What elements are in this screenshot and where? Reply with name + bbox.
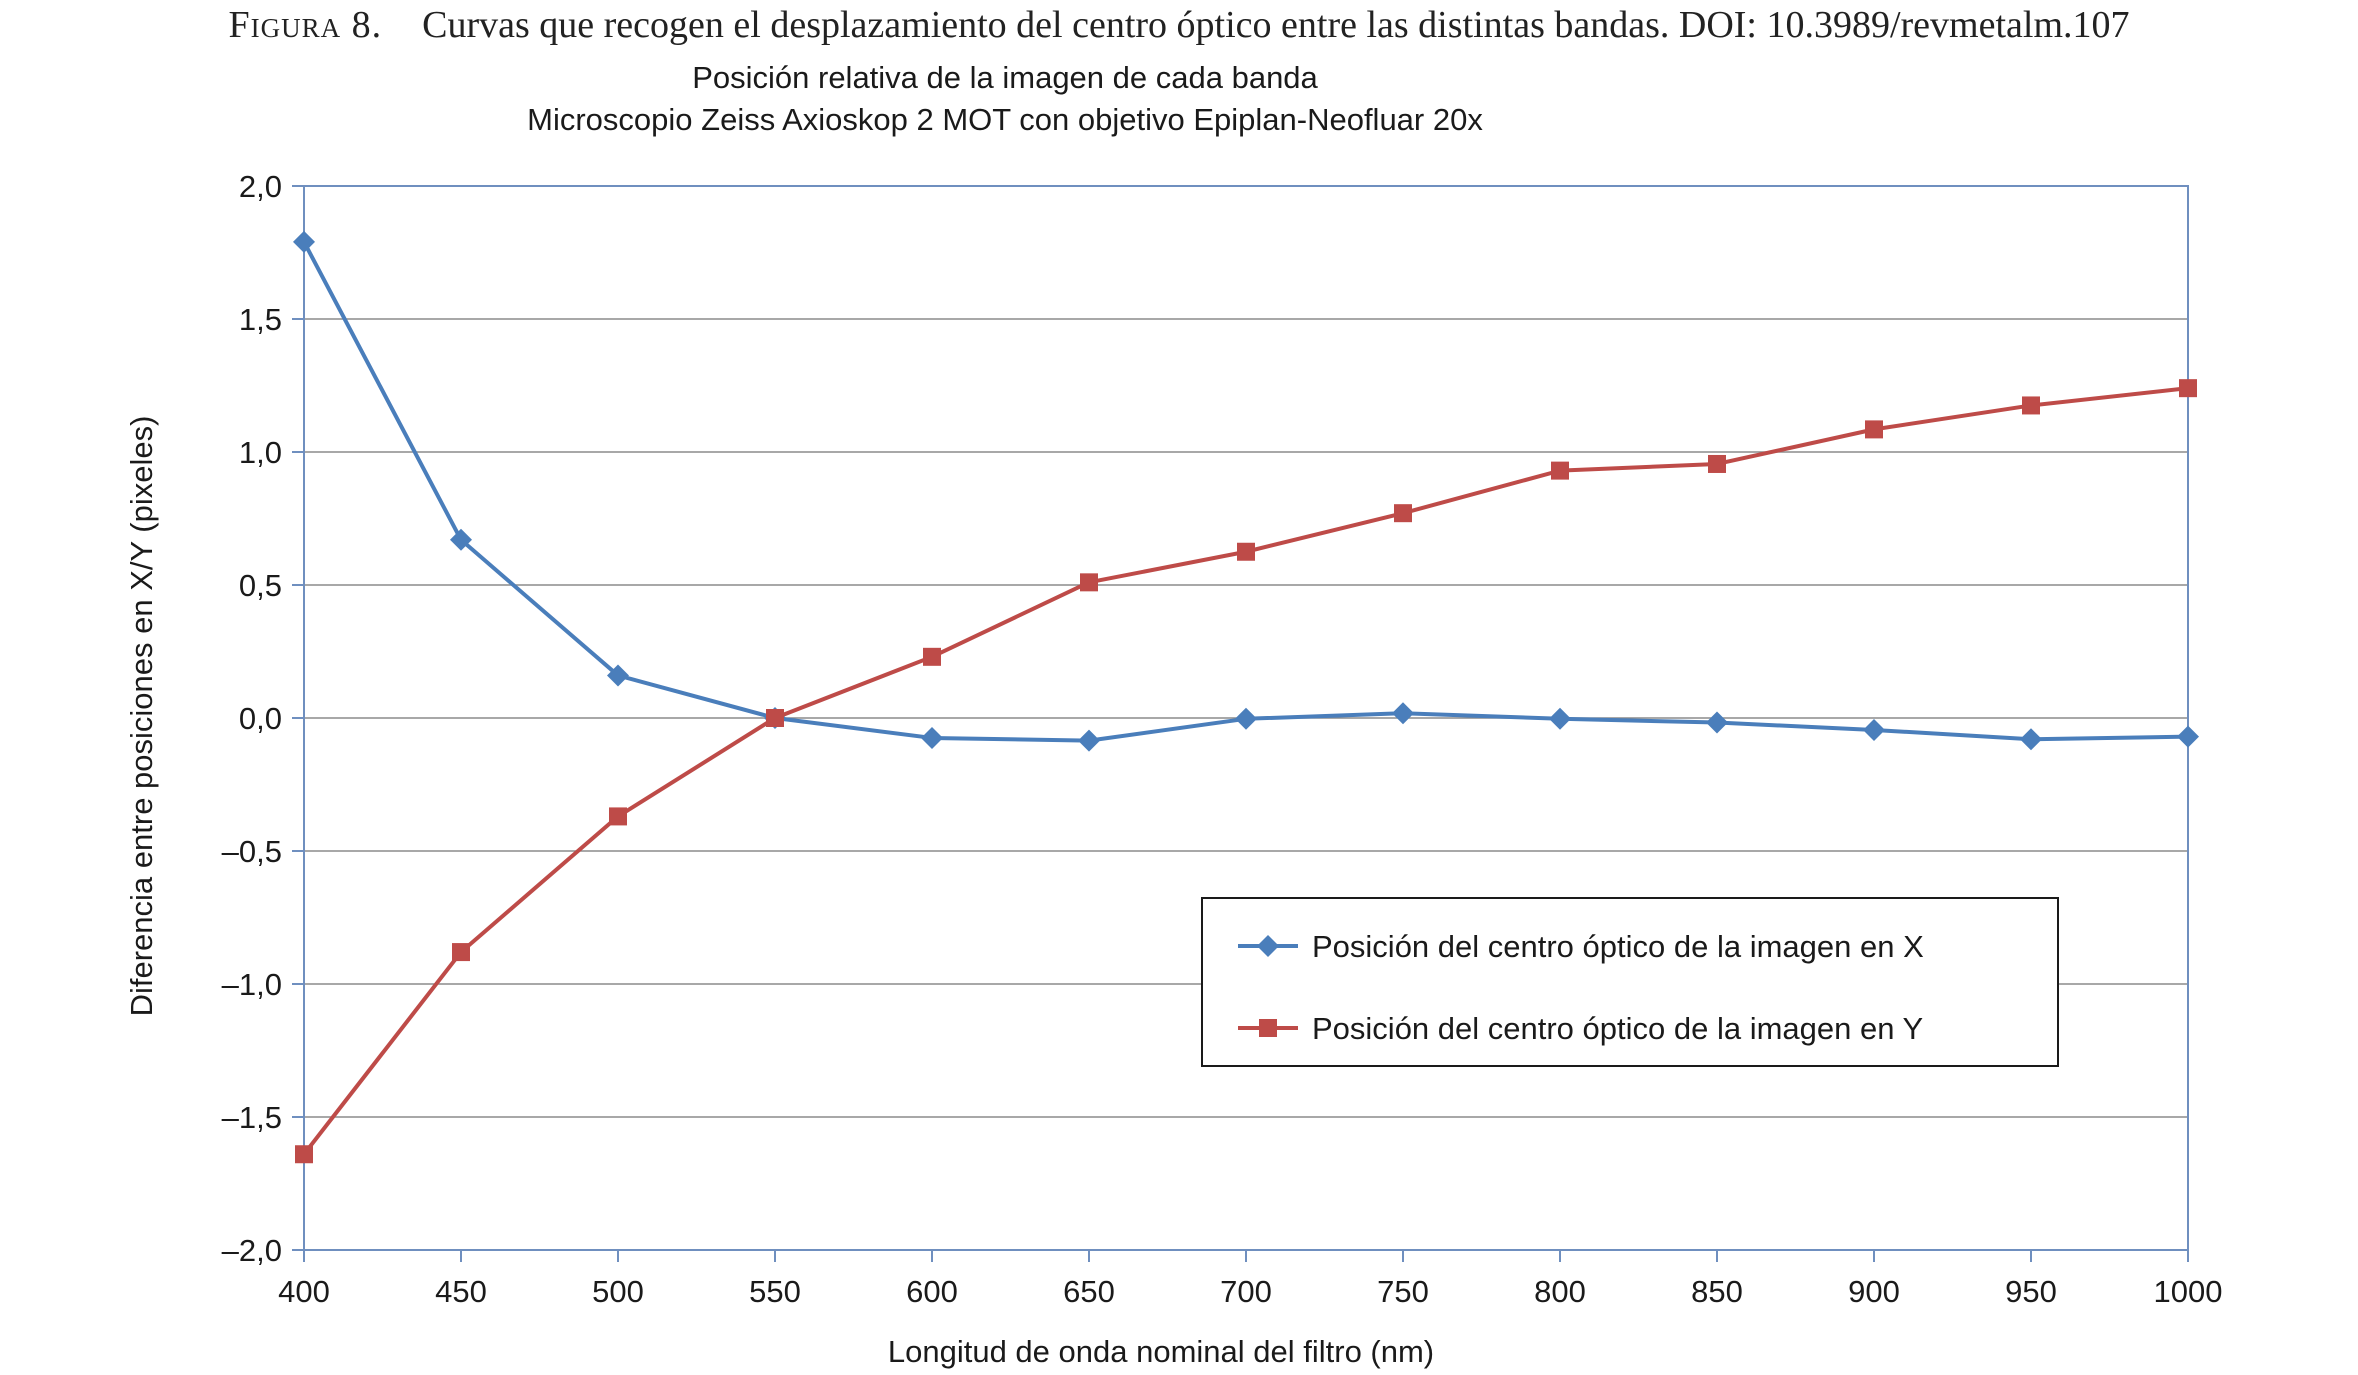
x-tick-label: 700 (1220, 1274, 1272, 1309)
data-point (921, 726, 943, 749)
y-tick-label: 0,5 (239, 568, 282, 603)
x-tick-label: 950 (2005, 1274, 2057, 1309)
x-tick-label: 650 (1063, 1274, 1115, 1309)
x-tick-label: 850 (1691, 1274, 1743, 1309)
series-y (295, 379, 2197, 1164)
x-tick-label: 550 (749, 1274, 801, 1309)
data-point (450, 528, 472, 551)
x-tick-label: 900 (1848, 1274, 1900, 1309)
data-point (1237, 542, 1255, 561)
y-tick-label: –0,5 (222, 834, 282, 869)
y-tick-label: 0,0 (239, 701, 282, 736)
y-tick-label: 1,0 (239, 435, 282, 470)
x-axis-label: Longitud de onda nominal del filtro (nm) (888, 1334, 1434, 1369)
data-point (1863, 718, 1885, 741)
data-point (1865, 420, 1883, 439)
x-tick-label: 750 (1377, 1274, 1429, 1309)
series-x (293, 230, 2199, 752)
data-point (1551, 461, 1569, 480)
legend-swatch-marker (1257, 935, 1279, 957)
data-point (766, 709, 784, 727)
x-tick-label: 800 (1534, 1274, 1586, 1309)
data-point (1392, 702, 1414, 725)
data-point (1235, 707, 1257, 730)
data-point (609, 807, 627, 826)
data-point (293, 230, 315, 253)
y-tick-label: 1,5 (239, 302, 282, 337)
data-point (1549, 707, 1571, 730)
legend-label: Posición del centro óptico de la imagen … (1312, 1011, 1923, 1046)
series-layer (293, 230, 2199, 1164)
y-tick-label: –1,5 (222, 1100, 282, 1135)
data-point (1078, 729, 1100, 752)
figure-caption-label: Figura 8. (228, 4, 383, 46)
legend-box (1201, 897, 2059, 1067)
axes: 2,0 1,5 1,0 0,5 0,0 –0,5 –1,0 –1,5 –2,0 400 450 500… (222, 169, 2223, 1309)
x-tick-label: 500 (592, 1274, 644, 1309)
data-point (1708, 454, 1726, 473)
x-tick-label: 1000 (2154, 1274, 2223, 1309)
x-tick-label: 400 (278, 1274, 330, 1309)
legend-swatch-marker (1259, 1019, 1277, 1037)
data-point (295, 1145, 313, 1164)
x-tick-label: 600 (906, 1274, 958, 1309)
legend-item: Posición del centro óptico de la imagen … (1238, 929, 1924, 964)
y-tick-label: –1,0 (222, 967, 282, 1002)
y-tick-label: –2,0 (222, 1233, 282, 1268)
data-point (607, 664, 629, 687)
series-line (302, 240, 2189, 743)
legend-label: Posición del centro óptico de la imagen … (1312, 929, 1924, 964)
data-point (1394, 504, 1412, 523)
data-point (2020, 728, 2042, 751)
chart-title: Posición relativa de la imagen de cada b… (692, 60, 1318, 95)
data-point (2179, 379, 2197, 398)
figure-caption-text: Curvas que recogen el desplazamiento del… (422, 4, 2130, 46)
y-tick-label: 2,0 (239, 169, 282, 204)
data-point (1080, 573, 1098, 592)
legend-item: Posición del centro óptico de la imagen … (1238, 1011, 1923, 1046)
chart-subtitle: Microscopio Zeiss Axioskop 2 MOT con obj… (527, 102, 1483, 137)
data-point (2177, 725, 2199, 748)
data-point (2022, 396, 2040, 415)
data-point (923, 647, 941, 666)
data-point (452, 943, 470, 962)
data-point (1706, 711, 1728, 734)
x-tick-label: 450 (435, 1274, 487, 1309)
legend: Posición del centro óptico de la imagen … (1201, 897, 2059, 1067)
y-axis-label: Diferencia entre posiciones en X/Y (pixe… (124, 416, 159, 1017)
figure-caption: Figura 8. Curvas que recogen el desplaza… (0, 0, 2358, 50)
